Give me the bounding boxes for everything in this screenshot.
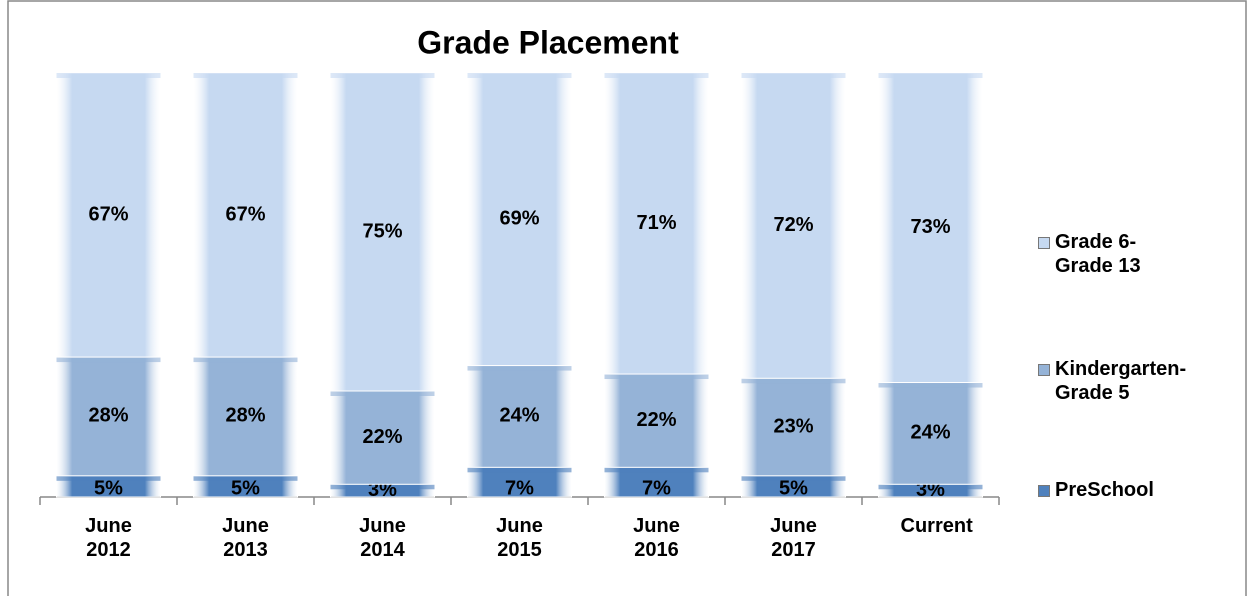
bar-segment bbox=[56, 356, 161, 477]
bar-segment-top bbox=[56, 475, 161, 481]
bar-segment-top bbox=[330, 484, 435, 490]
bar-segment-top bbox=[193, 357, 298, 363]
bar-segment-top bbox=[604, 374, 709, 380]
legend-label: PreSchool bbox=[1055, 479, 1154, 501]
value-label: 5% bbox=[231, 477, 260, 499]
bar-segment-top bbox=[604, 73, 709, 78]
value-label: 73% bbox=[910, 216, 950, 238]
value-label: 71% bbox=[636, 212, 676, 234]
x-tick-label: Current bbox=[900, 515, 973, 537]
bar-segment-top bbox=[878, 382, 983, 388]
legend-swatch bbox=[1038, 237, 1050, 249]
bar-segment-top bbox=[330, 391, 435, 396]
bar-segment-top bbox=[467, 365, 572, 371]
value-label: 7% bbox=[505, 477, 534, 499]
value-label: 24% bbox=[499, 405, 539, 427]
bar-segment-top bbox=[467, 467, 572, 473]
bar-segment bbox=[878, 72, 983, 384]
value-label: 67% bbox=[225, 203, 265, 225]
value-label: 28% bbox=[225, 405, 265, 427]
value-label: 24% bbox=[910, 422, 950, 444]
value-label: 7% bbox=[642, 477, 671, 499]
bar-segment bbox=[193, 72, 298, 358]
bar-segment bbox=[741, 72, 846, 379]
x-tick-label: June 2014 bbox=[359, 515, 406, 561]
value-label: 23% bbox=[773, 415, 813, 437]
bar-segment-top bbox=[741, 73, 846, 78]
bar-segment bbox=[330, 72, 435, 392]
bar-segment bbox=[330, 390, 435, 485]
bar-segment bbox=[604, 72, 709, 375]
bar-segment-top bbox=[604, 467, 709, 473]
legend-label: Kindergarten-Grade 5 bbox=[1055, 358, 1187, 404]
legend-swatch bbox=[1038, 364, 1050, 376]
bar-segment bbox=[56, 72, 161, 358]
x-tick-label: June 2015 bbox=[496, 515, 543, 561]
bar-segment-top bbox=[467, 73, 572, 78]
x-tick-label: June 2012 bbox=[85, 515, 132, 561]
bar-segment-top bbox=[193, 73, 298, 78]
value-label: 67% bbox=[88, 203, 128, 225]
legend-swatch bbox=[1038, 485, 1050, 497]
value-label: 28% bbox=[88, 405, 128, 427]
value-label: 72% bbox=[773, 214, 813, 236]
legend-label: Grade 6-Grade 13 bbox=[1055, 231, 1141, 277]
value-label: 22% bbox=[362, 426, 402, 448]
bar-segment-top bbox=[330, 73, 435, 78]
bar-segment-top bbox=[878, 73, 983, 78]
bar-segment bbox=[741, 377, 846, 477]
bar-segment-top bbox=[878, 484, 983, 490]
bar-segment-top bbox=[741, 475, 846, 481]
chart-title: Grade Placement bbox=[417, 24, 679, 60]
x-tick-label: June 2017 bbox=[770, 515, 817, 561]
bar-segment-top bbox=[741, 378, 846, 384]
x-tick-label: June 2013 bbox=[222, 515, 269, 561]
x-tick-label: June 2016 bbox=[633, 515, 680, 561]
chart-border bbox=[7, 0, 1247, 596]
bar-segment-top bbox=[193, 475, 298, 481]
value-label: 5% bbox=[94, 477, 123, 499]
bar-segment bbox=[878, 382, 983, 485]
bar-segment-top bbox=[56, 73, 161, 78]
bar-segment-top bbox=[56, 357, 161, 363]
bar-segment bbox=[467, 365, 572, 468]
bar-segment bbox=[604, 373, 709, 468]
value-label: 75% bbox=[362, 220, 402, 242]
bar-segment bbox=[193, 356, 298, 477]
value-label: 69% bbox=[499, 208, 539, 230]
value-label: 5% bbox=[779, 477, 808, 499]
value-label: 22% bbox=[636, 409, 676, 431]
